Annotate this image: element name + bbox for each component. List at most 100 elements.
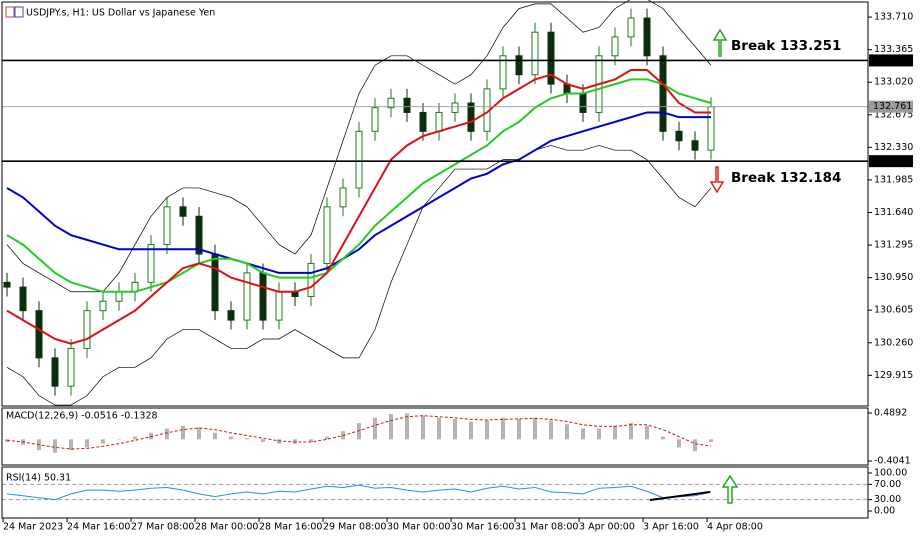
plots: 133.710 133.365 133.020 132.675 132.330 131.9… xyxy=(2,0,913,533)
histogram-bar xyxy=(309,439,313,442)
icon xyxy=(14,6,24,18)
candle-body xyxy=(403,97,411,113)
series-line xyxy=(6,415,712,450)
up-arrow xyxy=(721,474,739,504)
y-tick-label: 131.985 xyxy=(874,174,913,185)
candle-body xyxy=(179,206,187,217)
candle-body xyxy=(307,262,315,298)
rsi-frame xyxy=(1,466,869,519)
y-tick-label: 133.020 xyxy=(874,77,913,88)
candle-body xyxy=(691,140,699,151)
y-tick-label: 130.950 xyxy=(874,272,913,283)
candle-body xyxy=(515,55,523,76)
histogram-bar xyxy=(85,439,89,448)
series-line xyxy=(6,0,712,293)
x-tick-label: 31 Mar 08:00 xyxy=(515,522,578,533)
histogram-bar xyxy=(517,418,521,440)
series-line xyxy=(6,145,712,406)
histogram-bar xyxy=(293,439,297,444)
x-tick-label: 4 Apr 08:00 xyxy=(707,522,763,533)
y-tick-label: 132.675 xyxy=(874,109,913,120)
annotation: Break 132.184 xyxy=(731,170,841,186)
histogram-bar xyxy=(373,417,377,440)
x-tick-label: 24 Mar 16:00 xyxy=(67,522,130,533)
candle-body xyxy=(355,130,363,189)
candle-body xyxy=(99,300,107,312)
histogram-bar xyxy=(53,439,57,453)
candle-body xyxy=(675,130,683,142)
candle-body xyxy=(499,55,507,90)
histogram-bar xyxy=(277,439,281,444)
x-tick-label: 28 Mar 16:00 xyxy=(259,522,322,533)
candle-body xyxy=(451,102,459,113)
histogram-bar xyxy=(101,439,105,444)
candle-body xyxy=(467,102,475,132)
y-tick-label: -0.4041 xyxy=(874,456,911,467)
x-tick-label: 3 Apr 00:00 xyxy=(579,522,635,533)
candle-body xyxy=(547,31,555,85)
series-line xyxy=(6,68,711,345)
y-tick-label: 0.00 xyxy=(874,506,895,517)
histogram-bar xyxy=(613,425,617,440)
histogram-bar xyxy=(245,438,249,440)
candle-body xyxy=(387,97,395,109)
level-tag-label: 132.184 xyxy=(873,156,912,167)
candle-body xyxy=(531,31,539,76)
candle-body xyxy=(67,347,75,387)
candle-body xyxy=(163,206,171,246)
candle-body xyxy=(419,111,427,132)
histogram-bar xyxy=(229,436,233,440)
histogram-bar xyxy=(181,425,185,440)
candle-body xyxy=(259,272,267,321)
trend-line xyxy=(649,491,711,501)
macd-frame xyxy=(1,407,869,466)
x-tick-label: 3 Apr 16:00 xyxy=(643,522,699,533)
histogram-bar xyxy=(693,439,697,452)
histogram-bar xyxy=(325,436,329,440)
histogram-bar xyxy=(709,439,713,442)
annotation: Break 133.251 xyxy=(731,38,841,54)
y-tick-label: 0.4892 xyxy=(874,407,907,418)
price-tag xyxy=(869,100,913,113)
y-tick-label: 30.00 xyxy=(874,494,901,505)
histogram-bar xyxy=(197,427,201,440)
level-tag-label: 133.251 xyxy=(873,55,912,66)
histogram-bar xyxy=(405,413,409,440)
y-tick-label: 133.365 xyxy=(874,44,913,55)
histogram-bar xyxy=(357,423,361,440)
y-tick-label: 133.710 xyxy=(874,12,913,23)
histogram-bar xyxy=(117,439,121,440)
y-tick-label: 132.330 xyxy=(874,142,913,153)
main-frame xyxy=(1,1,869,407)
down-arrow xyxy=(709,166,725,194)
candle-body xyxy=(83,310,91,349)
candle-body xyxy=(243,272,251,321)
candle-body xyxy=(275,291,283,321)
histogram-bar xyxy=(645,425,649,440)
candle-body xyxy=(627,17,635,38)
histogram-bar xyxy=(149,432,153,440)
chart-title: USDJPY.s, H1: US Dollar vs Japanese Yen xyxy=(26,8,215,19)
histogram-bar xyxy=(165,428,169,440)
candle-body xyxy=(3,281,11,288)
histogram-bar xyxy=(501,417,505,440)
histogram-bar xyxy=(677,439,681,448)
y-tick-label: 100.00 xyxy=(874,468,907,479)
y-tick-label: 131.640 xyxy=(874,207,913,218)
candle-body xyxy=(643,17,651,57)
histogram-bar xyxy=(549,420,553,440)
histogram-bar xyxy=(533,417,537,440)
y-tick-label: 130.260 xyxy=(874,337,913,348)
series-line xyxy=(6,111,711,274)
y-tick-label: 130.605 xyxy=(874,305,913,316)
rsi-title: RSI(14) 50.31 xyxy=(6,473,71,484)
candle-body xyxy=(339,187,347,208)
x-tick-label: 28 Mar 00:00 xyxy=(195,522,258,533)
up-arrow xyxy=(712,28,728,57)
candle-body xyxy=(659,55,667,132)
candle-body xyxy=(35,310,43,359)
candle-body xyxy=(323,206,331,264)
histogram-bar xyxy=(565,424,569,440)
